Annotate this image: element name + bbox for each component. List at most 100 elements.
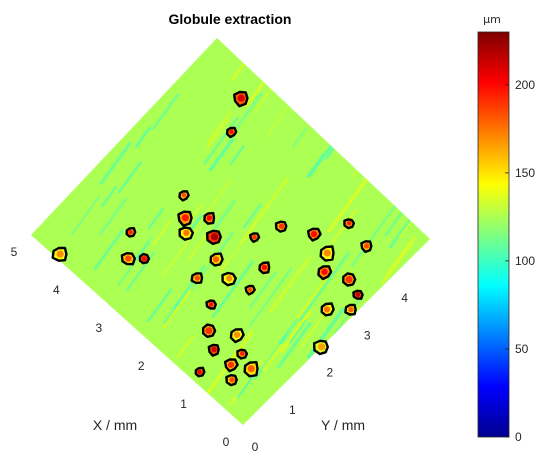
globule [274,220,288,233]
globule-peak [239,351,245,356]
colorbar-tick-label: 0 [515,430,522,444]
globule [306,227,322,242]
texture-streak [279,310,312,354]
texture-streak [117,161,142,194]
texture-streak [380,240,414,285]
colorbar-tick-label: 150 [515,166,535,180]
globule-peak [208,302,214,307]
texture-streak [278,318,299,345]
texture-streak [93,229,124,270]
globule [352,289,364,300]
globule-peak [317,343,326,351]
y-axis-label: Y / mm [321,417,365,433]
globule-peak [348,306,354,313]
globule-peak [278,223,285,229]
y-tick-label: 1 [289,403,296,417]
x-tick-label: 5 [11,245,18,259]
globule-peak [210,233,219,241]
globule-peak [211,346,217,353]
globule [223,358,239,373]
y-axis-ticks: 0 1 2 3 4 [252,291,409,454]
x-tick-label: 4 [53,283,60,297]
globule [232,90,249,108]
texture-streak [292,127,307,148]
texture-streak [70,195,101,236]
surface-plot [31,38,430,425]
globule [225,126,238,139]
globule-peak [141,255,147,262]
globule-peak [321,268,328,275]
globule-peak [226,275,233,282]
globule-peak [56,250,64,258]
globule [178,226,195,241]
texture-streak [151,93,180,131]
globule-peak [128,229,133,235]
y-tick-label: 4 [401,291,408,305]
globule [319,245,335,262]
texture-streak [330,209,357,245]
globule [201,323,217,338]
texture-streak [240,176,290,243]
globule [203,211,216,225]
texture-streak [306,152,325,178]
texture-streak [264,108,288,139]
x-axis-ticks: 0 1 2 3 4 5 [11,245,230,449]
globule [244,284,256,296]
globule [194,366,206,378]
texture-streak [327,168,376,233]
globule-peak [206,215,212,221]
texture-streak [229,145,245,166]
globule-peak [181,214,189,222]
texture-streak [248,267,293,327]
globule-peak [261,264,268,271]
texture-streak [211,260,255,318]
texture-streak [146,288,172,323]
texture-streak [351,117,396,179]
globule [344,303,357,316]
globule [225,374,238,387]
globule [248,232,261,244]
globule-peak [355,292,361,297]
globule [258,261,271,275]
texture-streak [213,199,237,230]
globule-peak [227,361,235,368]
globule [120,251,137,266]
globule-peak [229,129,234,135]
texture-streak [325,93,374,160]
globule-peak [205,327,213,335]
globule [209,252,224,267]
globule-peak [323,249,331,257]
globule [320,302,335,317]
globule [229,328,245,344]
texture-streak [147,207,164,230]
texture-streak [206,119,229,150]
globule-peak [252,234,257,240]
x-axis-label: X / mm [93,417,137,433]
texture-streak [208,137,235,172]
colorbar-gradient [477,31,510,438]
texture-streak [288,319,307,344]
texture-streak [262,343,284,372]
globule-peak [233,331,241,338]
globule-peak [181,192,187,198]
globule-layer [51,90,373,387]
globule-peak [197,369,202,375]
y-tick-label: 3 [364,328,371,342]
globule-peak [212,256,220,263]
colorbar-tick-label: 50 [515,342,529,356]
texture-streak [242,203,262,229]
globule [343,218,356,230]
globule [360,240,373,254]
y-tick-label: 0 [252,440,259,454]
y-tick-label: 2 [326,366,333,380]
colorbar-tick-label: 100 [515,254,535,268]
globule [312,339,329,356]
globule [138,252,151,265]
globule [51,246,68,262]
globule-peak [237,94,245,102]
globule [178,190,190,202]
globule [243,361,259,378]
globule [190,272,204,285]
texture-streak [99,141,132,185]
